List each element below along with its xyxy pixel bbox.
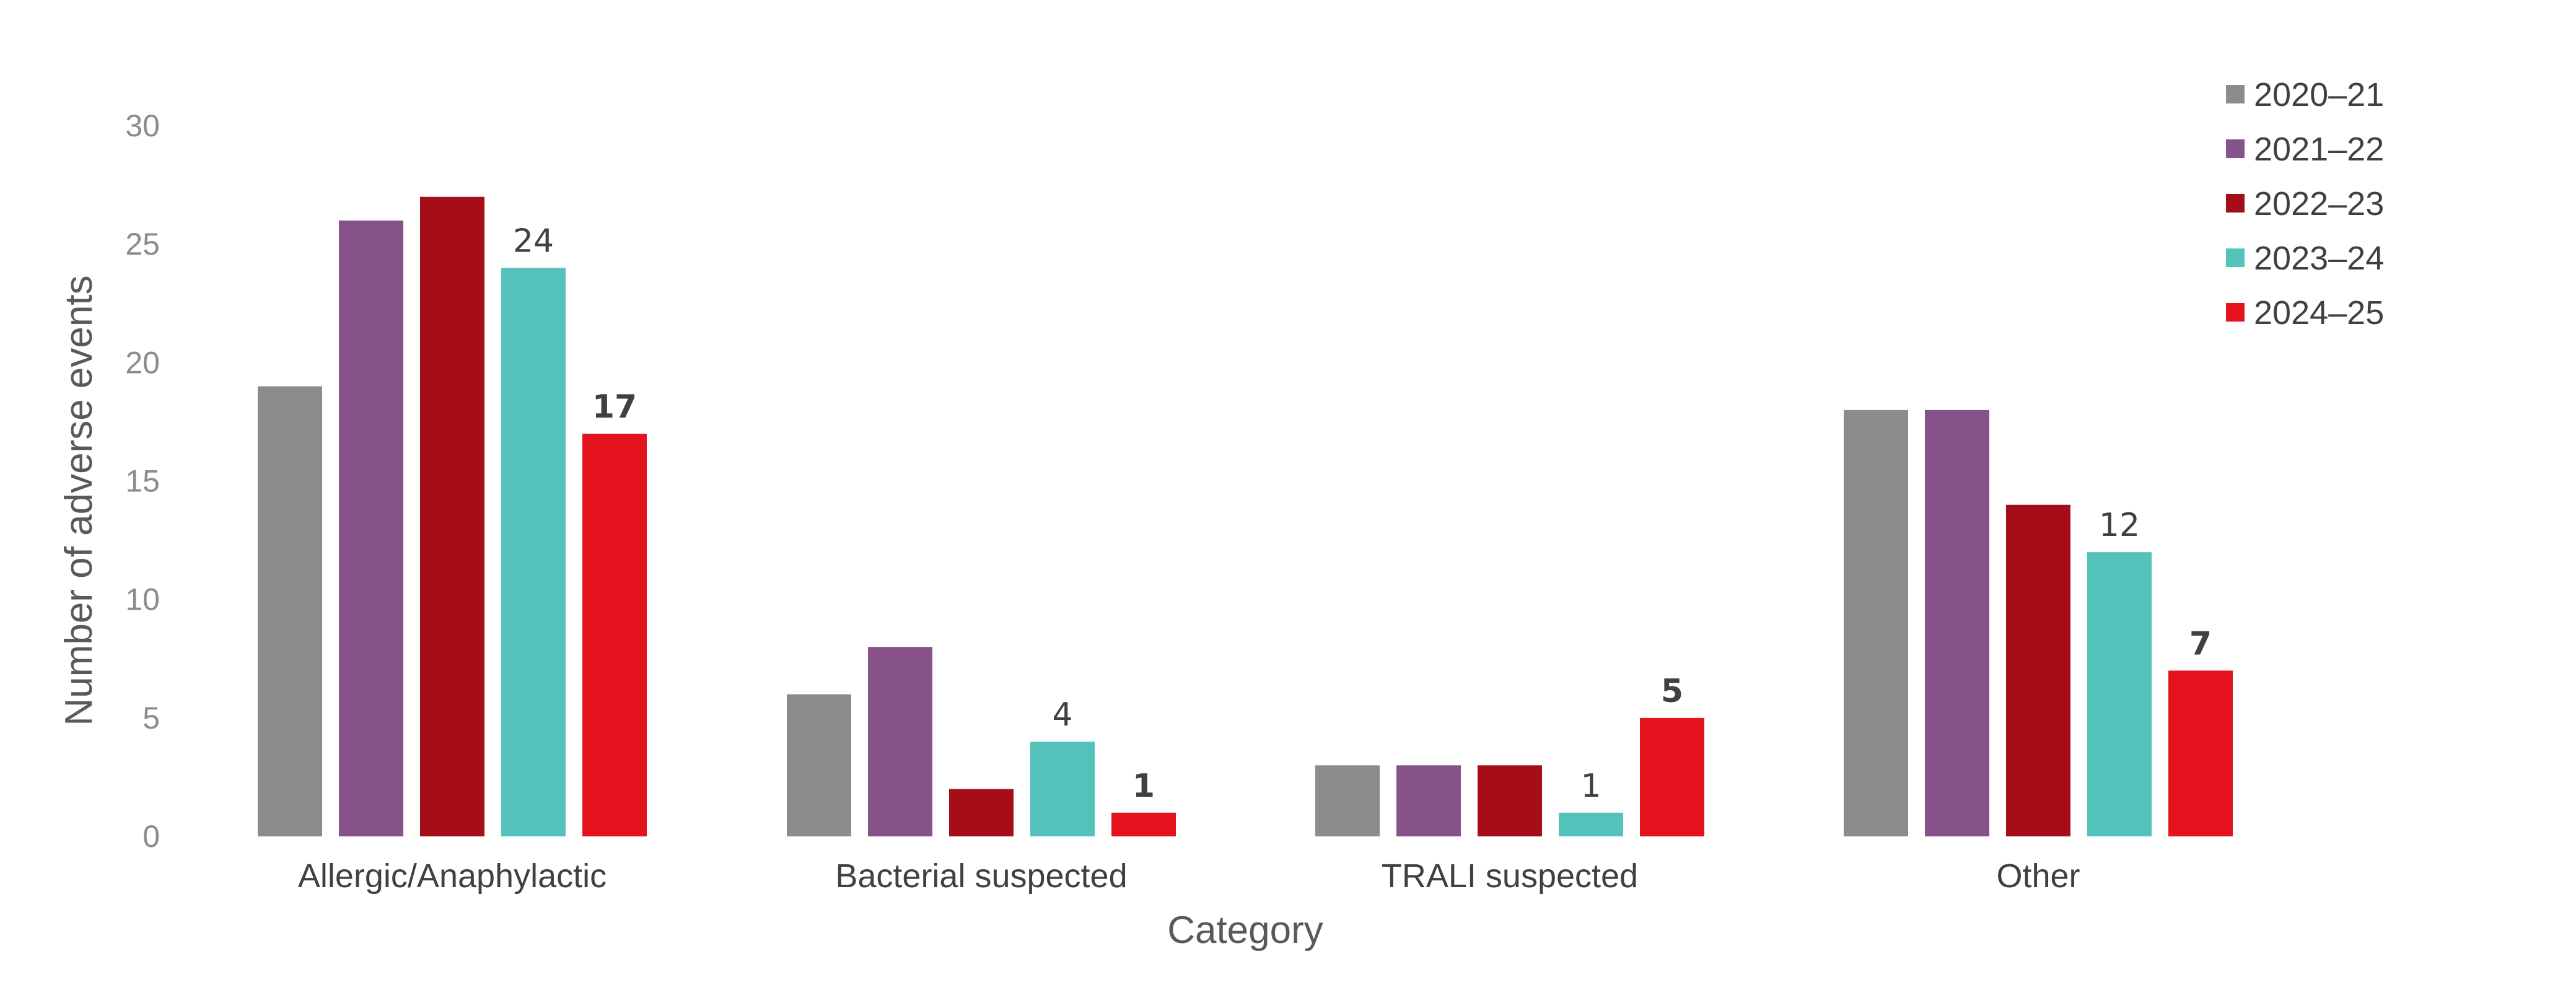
- data-label: 4: [1052, 696, 1072, 734]
- legend-swatch: [2226, 85, 2245, 103]
- bars: [258, 196, 2233, 837]
- legend-swatch: [2226, 248, 2245, 267]
- legend-label: 2021–22: [2254, 131, 2384, 168]
- x-axis-title: Category: [1167, 909, 1323, 952]
- category-label: TRALI suspected: [1382, 857, 1638, 895]
- bar: [787, 694, 851, 836]
- y-axis-title: Number of adverse events: [58, 275, 100, 725]
- bar: [1111, 812, 1176, 836]
- bar: [1844, 410, 1908, 836]
- bar: [420, 196, 484, 837]
- y-tick-label: 30: [125, 108, 160, 143]
- data-label: 7: [2189, 625, 2212, 662]
- legend-label: 2024–25: [2254, 294, 2384, 331]
- data-label: 5: [1661, 673, 1683, 710]
- y-tick-label: 10: [125, 582, 160, 617]
- category-label: Allergic/Anaphylactic: [298, 857, 607, 895]
- bar: [2168, 670, 2233, 836]
- category-label: Other: [1996, 857, 2080, 895]
- bar: [949, 789, 1014, 836]
- bar: [258, 386, 322, 836]
- legend-label: 2023–24: [2254, 240, 2384, 277]
- data-labels: 24 17 4 1 1 5 12 7: [513, 222, 2212, 804]
- bar: [1396, 765, 1461, 836]
- data-label: 1: [1132, 768, 1155, 805]
- bar: [339, 220, 403, 836]
- bar: [1478, 765, 1542, 836]
- data-label: 17: [592, 388, 637, 426]
- bar: [868, 647, 932, 836]
- bar: [582, 434, 647, 836]
- bar: [1315, 765, 1380, 836]
- bar: [1030, 742, 1095, 836]
- bar: [1640, 717, 1704, 836]
- y-tick-label: 25: [125, 227, 160, 261]
- y-tick-label: 15: [125, 464, 160, 499]
- category-label: Bacterial suspected: [835, 857, 1127, 895]
- x-axis-category-labels: Allergic/Anaphylactic Bacterial suspected…: [298, 857, 2080, 895]
- legend: 2020–21 2021–22 2022–23 2023–24 2024–25: [2226, 76, 2384, 331]
- data-label: 24: [513, 222, 554, 260]
- legend-swatch: [2226, 139, 2245, 158]
- bar: [501, 268, 566, 836]
- y-tick-label: 0: [142, 819, 160, 854]
- bar: [2006, 504, 2070, 836]
- bar: [1559, 812, 1623, 836]
- legend-swatch: [2226, 194, 2245, 213]
- bar: [1925, 410, 1989, 836]
- legend-swatch: [2226, 303, 2245, 322]
- data-label: 1: [1580, 768, 1601, 805]
- legend-label: 2020–21: [2254, 76, 2384, 113]
- y-axis-ticks: 0 5 10 15 20 25 30: [125, 108, 160, 854]
- legend-label: 2022–23: [2254, 185, 2384, 222]
- bar: [2087, 552, 2152, 836]
- y-tick-label: 20: [125, 345, 160, 380]
- data-label: 12: [2099, 507, 2140, 544]
- y-tick-label: 5: [142, 701, 160, 735]
